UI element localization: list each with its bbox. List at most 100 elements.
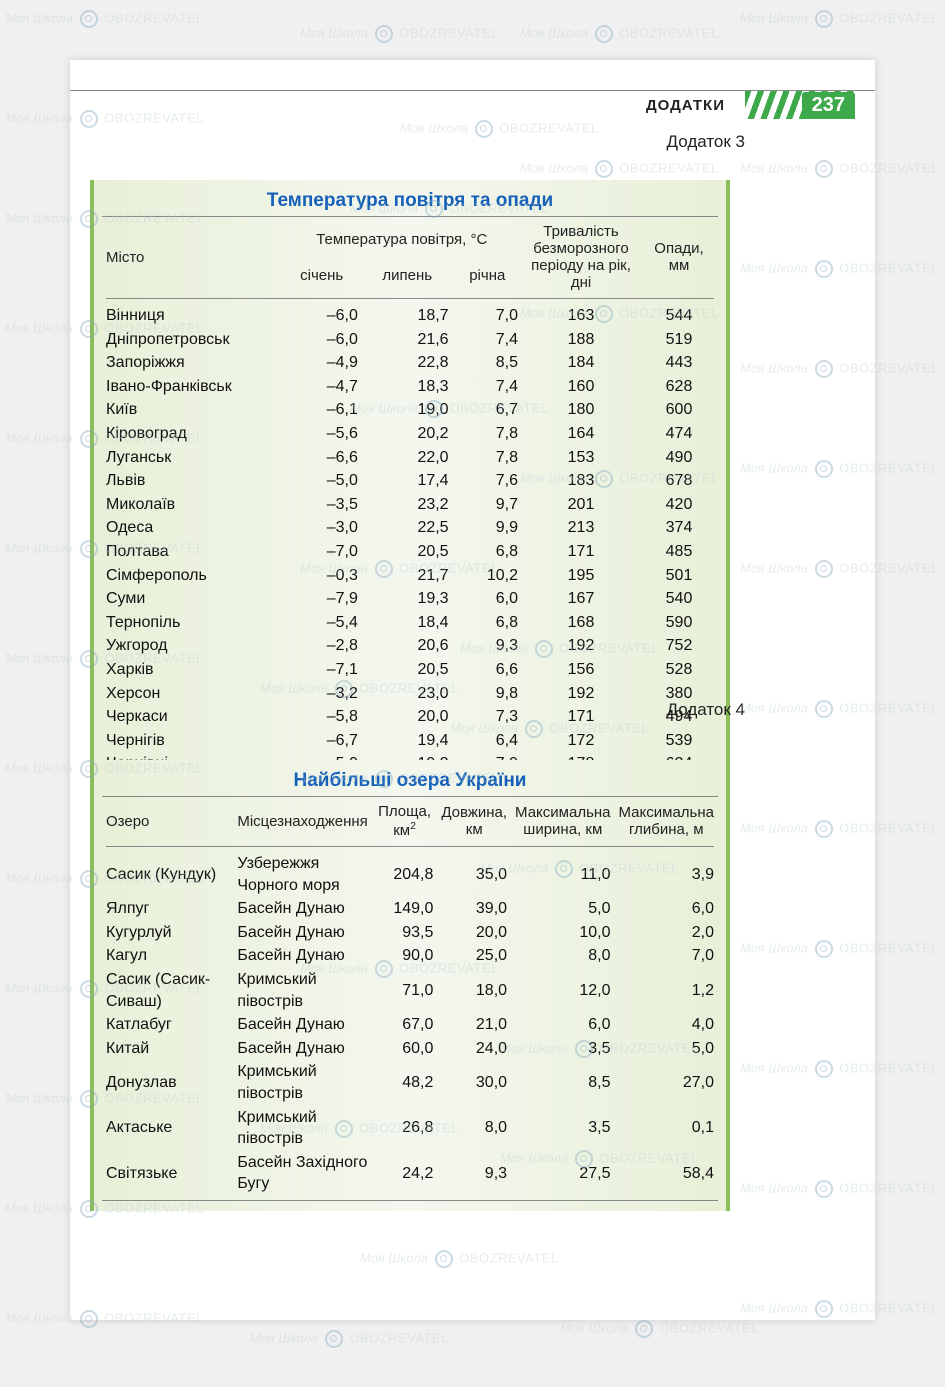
cell-jul: 17,4 [362,469,453,493]
table2: Озеро Місцезнаходження Площа, км2 Довжин… [102,801,718,1196]
table-row: КугурлуйБасейн Дунаю93,520,010,02,0 [102,921,718,945]
page-number-decor: 237 [745,91,855,119]
cell-lake: Донузлав [102,1060,233,1105]
cell-precip: 443 [640,351,718,375]
page-container: ДОДАТКИ 237 Додаток 3 Температура повітр… [70,60,875,1320]
cell-depth: 5,0 [615,1037,718,1061]
table-row: Сасик (Сасик-Сиваш)Кримський півострів71… [102,968,718,1013]
cell-length: 25,0 [437,944,511,968]
table-row: Сімферополь–0,321,710,2195501 [102,564,718,588]
table-row: Харків–7,120,56,6156528 [102,658,718,682]
cell-city: Дніпропетровськ [102,328,282,352]
cell-depth: 1,2 [615,968,718,1013]
cell-depth: 0,1 [615,1106,718,1151]
cell-city: Кіровоград [102,422,282,446]
table-row: КагулБасейн Дунаю90,025,08,07,0 [102,944,718,968]
cell-jan: –5,0 [282,469,362,493]
cell-annual: 7,8 [453,446,522,470]
table-row: Черкаси–5,820,07,3171494 [102,705,718,729]
cell-days: 180 [522,398,640,422]
table-row: Дніпропетровськ–6,021,67,4188519 [102,328,718,352]
table-row: Полтава–7,020,56,8171485 [102,540,718,564]
cell-annual: 10,2 [453,564,522,588]
cell-precip: 474 [640,422,718,446]
cell-days: 167 [522,587,640,611]
cell-jul: 20,0 [362,705,453,729]
cell-location: Басейн Дунаю [233,897,371,921]
cell-jul: 20,2 [362,422,453,446]
cell-jul: 19,4 [362,729,453,753]
watermark: Моя Школа OBOZREVATEL [300,25,499,43]
col-length: Довжина, км [437,801,511,841]
table-row: Ужгород–2,820,69,3192752 [102,634,718,658]
cell-depth: 3,9 [615,852,718,897]
cell-length: 18,0 [437,968,511,1013]
col-frostfree: Тривалість безморозного періоду на рік, … [522,221,640,293]
table-row: Івано-Франківськ–4,718,37,4160628 [102,375,718,399]
cell-depth: 4,0 [615,1013,718,1037]
cell-jan: –7,1 [282,658,362,682]
page-header: ДОДАТКИ 237 [70,90,875,119]
cell-precip: 544 [640,304,718,328]
cell-precip: 528 [640,658,718,682]
col-maxwidth: Максимальна ширина, км [511,801,614,841]
cell-lake: Актаське [102,1106,233,1151]
cell-jul: 19,0 [362,398,453,422]
col-jul: липень [362,257,453,293]
cell-days: 184 [522,351,640,375]
cell-city: Черкаси [102,705,282,729]
cell-jan: –3,0 [282,516,362,540]
cell-jul: 18,3 [362,375,453,399]
watermark: Моя Школа OBOZREVATEL [250,1330,449,1348]
cell-lake: Катлабуг [102,1013,233,1037]
cell-length: 9,3 [437,1151,511,1196]
cell-area: 48,2 [372,1060,438,1105]
cell-jan: –7,9 [282,587,362,611]
table-row: Вінниця–6,018,77,0163544 [102,304,718,328]
table-row: Запоріжжя–4,922,88,5184443 [102,351,718,375]
cell-precip: 752 [640,634,718,658]
cell-city: Київ [102,398,282,422]
cell-city: Харків [102,658,282,682]
cell-annual: 7,4 [453,328,522,352]
table-row: ДонузлавКримський півострів48,230,08,527… [102,1060,718,1105]
cell-depth: 2,0 [615,921,718,945]
cell-length: 20,0 [437,921,511,945]
col-city: Місто [102,221,282,293]
cell-jan: –6,0 [282,328,362,352]
cell-city: Ужгород [102,634,282,658]
cell-location: Басейн Дунаю [233,944,371,968]
table-row: ЯлпугБасейн Дунаю149,039,05,06,0 [102,897,718,921]
cell-area: 71,0 [372,968,438,1013]
cell-city: Одеса [102,516,282,540]
cell-annual: 6,8 [453,611,522,635]
cell-location: Басейн Західного Бугу [233,1151,371,1196]
cell-jan: –5,4 [282,611,362,635]
cell-location: Басейн Дунаю [233,921,371,945]
cell-days: 183 [522,469,640,493]
table2-title: Найбільші озера України [102,770,718,792]
cell-width: 27,5 [511,1151,614,1196]
appendix-4-label: Додаток 4 [667,700,745,720]
cell-city: Сімферополь [102,564,282,588]
cell-depth: 27,0 [615,1060,718,1105]
col-maxdepth: Максимальна глибина, м [615,801,718,841]
cell-annual: 7,6 [453,469,522,493]
cell-city: Суми [102,587,282,611]
cell-days: 153 [522,446,640,470]
cell-jul: 19,3 [362,587,453,611]
cell-precip: 490 [640,446,718,470]
cell-jan: –2,8 [282,634,362,658]
cell-jul: 20,5 [362,540,453,564]
table-row: Одеса–3,022,59,9213374 [102,516,718,540]
watermark: Моя Школа OBOZREVATEL [560,1320,759,1338]
cell-days: 160 [522,375,640,399]
cell-city: Івано-Франківськ [102,375,282,399]
cell-area: 67,0 [372,1013,438,1037]
cell-width: 12,0 [511,968,614,1013]
cell-length: 8,0 [437,1106,511,1151]
cell-width: 3,5 [511,1106,614,1151]
cell-jul: 20,5 [362,658,453,682]
cell-city: Чернігів [102,729,282,753]
cell-jan: –6,7 [282,729,362,753]
